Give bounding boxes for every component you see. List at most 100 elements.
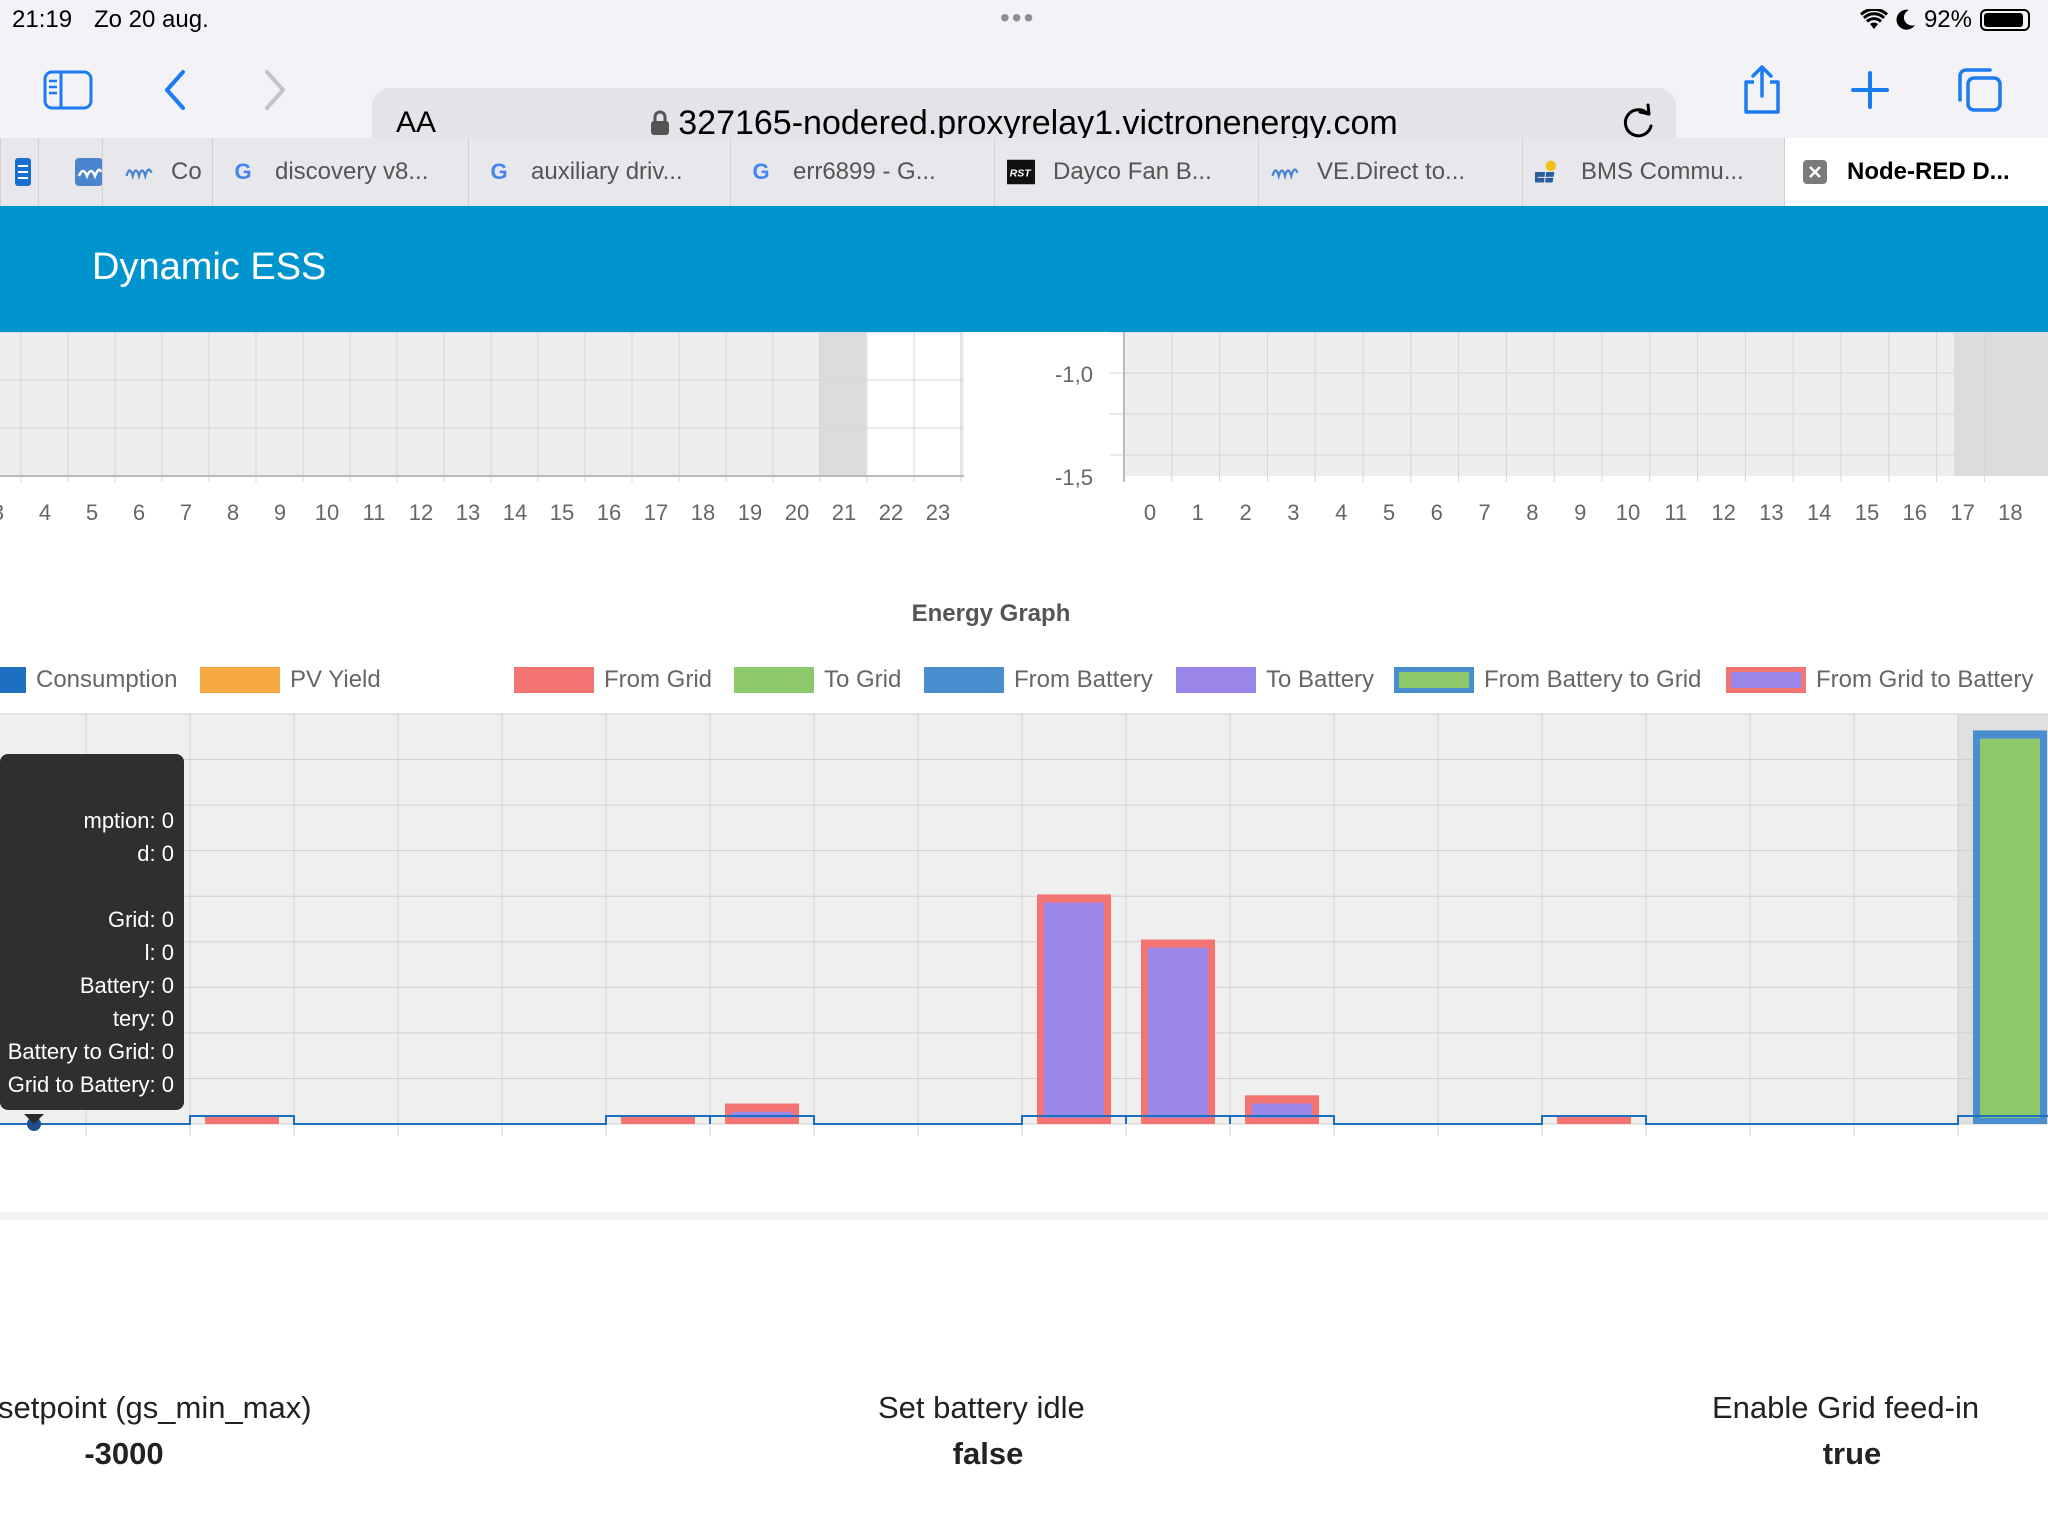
x-tick-label: 15 xyxy=(1374,1150,1398,1152)
x-tick-label: 2 xyxy=(28,1150,40,1152)
legend-swatch xyxy=(1176,667,1256,693)
tooltip-caret xyxy=(24,1114,44,1124)
tab-2[interactable]: Co xyxy=(102,138,212,206)
x-tick-label: 3 xyxy=(1287,500,1300,525)
svg-text:RST: RST xyxy=(1010,167,1033,179)
tab-overview-icon[interactable] xyxy=(1952,62,2008,118)
reload-icon[interactable] xyxy=(1618,102,1658,142)
x-tick-label: 14 xyxy=(1806,500,1832,525)
back-icon[interactable] xyxy=(148,62,204,118)
setpoint-label: setpoint (gs_min_max) xyxy=(0,1390,312,1425)
x-tick-label: 17 xyxy=(1950,500,1975,525)
tab-9[interactable]: Node-RED D... xyxy=(1784,138,2048,206)
tab-label: VE.Direct to... xyxy=(1317,158,1466,185)
x-tick-label: 21 xyxy=(1998,1150,2022,1152)
legend-label: From Grid to Battery xyxy=(1816,666,2034,693)
tooltip-line: tery: 0 xyxy=(112,1006,174,1031)
status-indicators: 92% xyxy=(1859,6,2030,34)
x-tick-label: 9 xyxy=(273,500,287,525)
rst-icon: RST xyxy=(1007,158,1035,186)
x-tick-label: 14 xyxy=(502,500,528,525)
tab-3[interactable]: G discovery v8... xyxy=(212,138,468,206)
x-tick-label: 18 xyxy=(1998,500,2023,525)
tab-6[interactable]: RST Dayco Fan B... xyxy=(994,138,1258,206)
moon-icon xyxy=(1896,9,1915,30)
top-right-chart: -1,0 -1,5 0 1 2 3 4 5 6 7 8 9 10 11 12 13 14 15 16 17 18 xyxy=(1000,332,2048,532)
text-size-button[interactable]: AA xyxy=(396,106,437,139)
x-tick-label: 2 xyxy=(1239,500,1252,525)
share-icon[interactable] xyxy=(1734,62,1790,118)
legend-pv-yield[interactable]: PV Yield xyxy=(200,666,381,694)
x-tick-label: 11 xyxy=(362,500,386,525)
x-tick-label: 6 xyxy=(1430,500,1443,525)
x-tick-label: 19 xyxy=(737,500,763,525)
close-icon[interactable] xyxy=(1801,158,1829,186)
top-left-chart-plot xyxy=(0,332,964,482)
sidebar-icon[interactable] xyxy=(40,62,96,118)
plot-background xyxy=(0,714,2048,1124)
tab-8[interactable]: BMS Commu... xyxy=(1522,138,1784,206)
legend-from-grid[interactable]: From Grid xyxy=(514,666,712,694)
url-text[interactable]: 327165-nodered.proxyrelay1.victronenergy… xyxy=(372,104,1676,143)
legend-to-grid[interactable]: To Grid xyxy=(734,666,901,694)
x-tick-label: 4 xyxy=(236,1150,248,1152)
legend-from-battery-to-grid[interactable]: From Battery to Grid xyxy=(1394,666,1701,694)
x-tick-label: 10 xyxy=(314,500,340,525)
status-time: 21:19 xyxy=(12,6,73,33)
tab-7[interactable]: VE.Direct to... xyxy=(1258,138,1522,206)
x-tick-label: 3 xyxy=(132,1150,144,1152)
bar-to-battery xyxy=(1252,1103,1312,1118)
x-tick-label: 13 xyxy=(1759,500,1784,525)
multitasking-dots-icon[interactable]: ••• xyxy=(1000,2,1036,33)
legend-swatch xyxy=(1726,667,1806,693)
page-title: Dynamic ESS xyxy=(92,246,327,288)
x-tick-label: 4 xyxy=(38,500,52,525)
tab-0[interactable] xyxy=(0,138,38,206)
legend-to-battery[interactable]: To Battery xyxy=(1176,666,1374,694)
tab-1[interactable] xyxy=(38,138,102,206)
lock-icon xyxy=(651,110,670,135)
tooltip-line: l: 0 xyxy=(144,940,174,965)
x-tick-label: 14 xyxy=(1270,1150,1294,1152)
energy-graph-plot[interactable]: 2 3 4 5 6 7 8 9 10 11 12 13 14 15 16 17 18 19 20 21 xyxy=(0,712,2048,1152)
x-tick-label: 18 xyxy=(690,500,716,525)
x-tick-label: 9 xyxy=(1574,500,1587,525)
bar-to-battery xyxy=(1044,902,1104,1118)
browser-toolbar: AA 327165-nodered.proxyrelay1.victronene… xyxy=(0,40,2048,160)
google-icon: G xyxy=(490,159,508,184)
x-tick-label: 13 xyxy=(1166,1150,1190,1152)
top-right-chart-plot xyxy=(1110,332,2048,482)
legend-label: To Grid xyxy=(824,666,902,693)
dashboard-header: Dynamic ESS xyxy=(0,206,2048,332)
legend-swatch xyxy=(200,667,280,693)
x-tick-label: 8 xyxy=(1526,500,1539,525)
legend-swatch xyxy=(1394,667,1474,693)
highlight-band xyxy=(1954,332,2048,476)
victron-icon xyxy=(125,158,153,186)
x-tick-label: 6 xyxy=(132,500,146,525)
bar-to-battery xyxy=(732,1111,792,1118)
legend-from-grid-to-battery[interactable]: From Grid to Battery xyxy=(1726,666,2033,694)
legend-label: PV Yield xyxy=(290,666,381,693)
chart-tooltip: mption: 0 d: 0 Grid: 0 l: 0 Battery: 0 t… xyxy=(0,754,184,1110)
legend-consumption[interactable]: Consumption xyxy=(0,666,177,694)
google-icon: G xyxy=(752,159,770,184)
x-tick-label: 11 xyxy=(1664,500,1688,525)
legend-from-battery[interactable]: From Battery xyxy=(924,666,1153,694)
tab-label: discovery v8... xyxy=(275,158,429,185)
grid-feedin-value: true xyxy=(1822,1436,1882,1471)
tab-5[interactable]: G err6899 - G... xyxy=(730,138,994,206)
bar-to-grid xyxy=(1980,738,2040,1118)
x-tick-label: 9 xyxy=(756,1150,768,1152)
url-value: 327165-nodered.proxyrelay1.victronenergy… xyxy=(678,104,1398,142)
solar-icon xyxy=(1535,158,1563,186)
forward-icon[interactable] xyxy=(246,62,302,118)
tab-4[interactable]: G auxiliary driv... xyxy=(468,138,730,206)
new-tab-icon[interactable] xyxy=(1842,62,1898,118)
x-tick-label: 3 xyxy=(0,500,18,526)
tooltip-line: Grid: 0 xyxy=(107,907,174,932)
x-tick-label: 18 xyxy=(1686,1150,1710,1152)
victron-icon xyxy=(1271,158,1299,186)
address-bar[interactable]: AA 327165-nodered.proxyrelay1.victronene… xyxy=(372,88,1676,160)
tab-label: Node-RED D... xyxy=(1847,158,2010,185)
